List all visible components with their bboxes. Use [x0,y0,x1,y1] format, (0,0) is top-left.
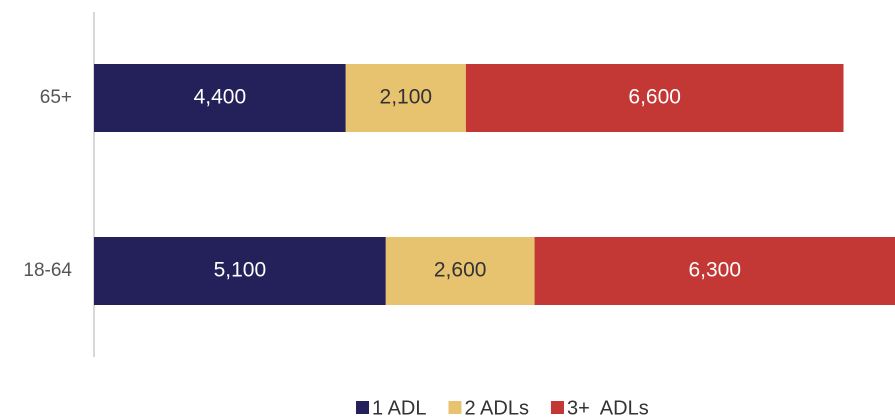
legend-swatch [550,401,564,414]
y-tick-label: 65+ [40,87,72,108]
data-label: 2,600 [434,259,487,282]
bar-segment [345,64,466,132]
legend-swatch [448,401,462,414]
legend-label: 3+ ADLs [567,397,649,419]
data-label: 6,300 [688,259,741,282]
bar-segment [94,237,386,305]
legend-label: 1 ADL [372,397,426,419]
legend-swatch [356,401,369,414]
data-label: 2,100 [380,86,433,109]
bar-segment [465,64,844,132]
bar-segment [94,64,346,132]
y-tick-label: 18-64 [23,260,72,281]
data-label: 4,400 [194,86,247,109]
legend-label: 2 ADLs [464,397,528,419]
data-label: 6,600 [628,86,681,109]
bar-segment [534,237,895,305]
bar-segment [385,237,535,305]
data-label: 5,100 [214,259,267,282]
